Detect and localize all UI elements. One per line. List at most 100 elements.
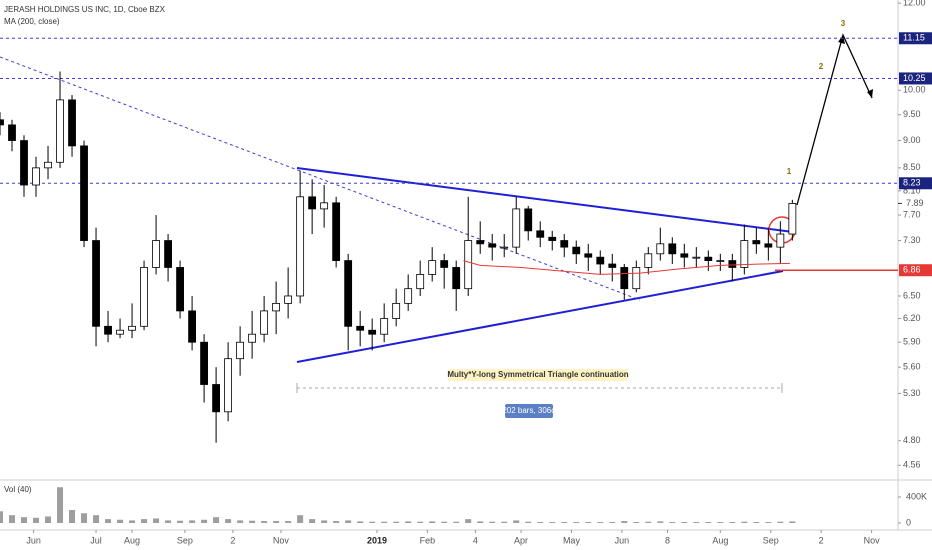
y-tick-label: 5.60 — [903, 362, 921, 372]
candle-body — [188, 310, 196, 343]
x-tick-label: Jul — [90, 535, 102, 545]
candle-body — [200, 341, 208, 385]
x-tick-label: Nov — [864, 535, 881, 545]
volume-bar — [705, 522, 712, 523]
wave-label: 1 — [787, 167, 792, 176]
x-tick-label: 2 — [230, 535, 235, 545]
candle-body — [0, 119, 4, 126]
price-line-label: 6.86 — [903, 265, 921, 275]
volume-bar — [561, 522, 568, 523]
candle-body — [512, 208, 521, 248]
volume-bar — [621, 521, 628, 523]
price-line-label-box — [899, 177, 932, 190]
candle-body — [44, 161, 52, 169]
ma-line — [463, 260, 790, 275]
triangle-lower — [296, 270, 784, 363]
candle-body — [164, 240, 172, 268]
volume-bar — [309, 519, 316, 523]
candle-body — [20, 140, 28, 186]
volume-bar — [261, 521, 268, 523]
candle-body — [548, 236, 557, 241]
range-label: 202 bars, 306d — [502, 406, 555, 415]
candle-body — [476, 240, 485, 245]
pattern-label: Multy*Y-long Symmetrical Triangle contin… — [447, 370, 628, 379]
candle-body — [488, 243, 497, 248]
y-tick-label: 6.20 — [903, 313, 921, 323]
volume-bar — [441, 521, 448, 523]
candle-body — [356, 325, 365, 331]
candle-body — [32, 167, 40, 186]
volume-bar — [153, 518, 160, 523]
x-tick-label: May — [563, 535, 581, 545]
volume-bar — [765, 522, 772, 523]
volume-bar — [321, 520, 328, 523]
volume-bar — [741, 521, 748, 523]
volume-legend: Vol (40) — [4, 485, 32, 494]
x-tick-label: 2019 — [367, 535, 387, 545]
volume-bar — [225, 519, 232, 523]
trend-line-dashed — [0, 56, 641, 301]
candle-body — [404, 288, 413, 304]
volume-bar — [273, 521, 280, 523]
volume-bar — [297, 515, 304, 523]
x-tick-label: Sep — [177, 535, 193, 545]
candle-body — [692, 256, 701, 259]
volume-bar — [21, 517, 28, 523]
wave-label: 3 — [841, 19, 846, 28]
last-price-label: 7.89 — [906, 198, 924, 208]
y-tick-label: 9.00 — [903, 135, 921, 145]
volume-bar — [57, 487, 64, 523]
volume-bar — [417, 521, 424, 523]
volume-bar — [129, 520, 136, 523]
volume-bar — [501, 521, 508, 523]
candle-body — [344, 260, 353, 327]
volume-bar — [453, 521, 460, 523]
volume-bar — [405, 521, 412, 523]
candle-body — [788, 203, 797, 235]
y-tick-label: 6.50 — [903, 290, 921, 300]
candle-body — [608, 263, 617, 268]
candle-body — [524, 208, 533, 232]
candle-body — [572, 246, 581, 255]
candle-body — [152, 240, 160, 268]
volume-bar — [285, 521, 292, 523]
candle-body — [320, 202, 329, 210]
candle-body — [716, 260, 725, 262]
volume-bar — [381, 521, 388, 523]
candle-body — [428, 260, 437, 275]
candle-body — [728, 260, 737, 268]
candle-body — [620, 267, 629, 290]
candle-body — [236, 341, 245, 360]
price-line-label-box — [899, 32, 932, 45]
volume-bar — [513, 520, 520, 523]
volume-bar — [393, 521, 400, 523]
volume-bar — [9, 515, 16, 523]
volume-bar — [0, 511, 3, 523]
candle-body — [560, 240, 569, 248]
candle-body — [668, 243, 677, 255]
candle-body — [452, 267, 461, 290]
y-tick-label: 12.00 — [903, 0, 926, 8]
y-tick-label: 10.00 — [903, 85, 926, 95]
wave-label: 2 — [819, 62, 824, 71]
arrow-head — [867, 89, 873, 98]
candle-body — [596, 256, 605, 265]
price-line-label-box — [899, 72, 932, 85]
volume-bar — [201, 519, 208, 523]
candle-body — [584, 253, 593, 258]
x-tick-label: Aug — [712, 535, 728, 545]
volume-bar — [105, 519, 112, 523]
volume-bar — [141, 519, 148, 523]
volume-bar — [345, 520, 352, 523]
volume-bar — [429, 521, 436, 523]
candle-body — [368, 329, 377, 335]
volume-bar — [333, 521, 340, 523]
y-tick-label: 7.70 — [903, 209, 921, 219]
candle-body — [764, 243, 773, 248]
volume-bar — [633, 522, 640, 523]
volume-bar — [45, 516, 52, 523]
candle-body — [440, 260, 449, 268]
range-label-box — [505, 404, 553, 418]
volume-bar — [693, 522, 700, 523]
volume-bar — [177, 520, 184, 523]
